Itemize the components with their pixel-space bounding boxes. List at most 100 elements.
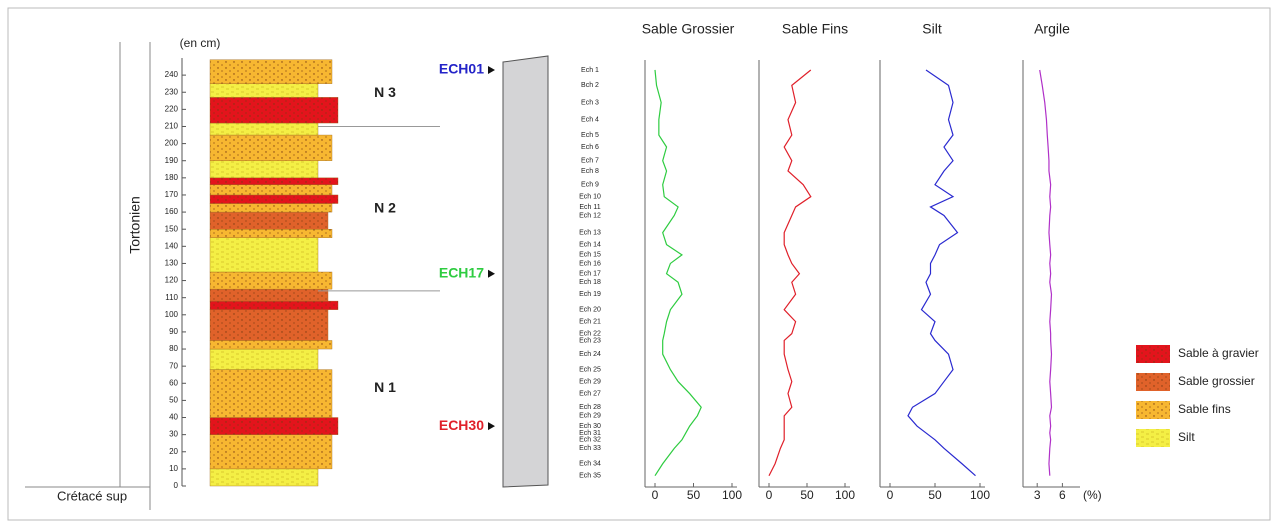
figure: Tortonien Crétacé sup (en cm) 0102030405…: [0, 0, 1278, 528]
x-tick-label: 50: [928, 488, 942, 502]
x-tick-label: 50: [800, 488, 814, 502]
layer-texture: [210, 60, 332, 84]
layer-texture: [210, 301, 338, 310]
layer-texture: [210, 161, 318, 178]
sample-label: Ech 33: [579, 445, 601, 452]
profile-title: Silt: [922, 21, 942, 37]
profile-title: Argile: [1034, 21, 1070, 37]
y-tick-label: 60: [169, 378, 178, 387]
layer-texture: [210, 84, 318, 98]
unit-label: N 1: [374, 379, 396, 395]
y-tick-label: 20: [169, 447, 178, 456]
stage-label: Tortonien: [127, 196, 143, 254]
sample-label: Ech 13: [579, 229, 601, 236]
y-tick-label: 90: [169, 327, 178, 336]
sample-label: Ech 17: [579, 271, 601, 278]
layer-texture: [210, 178, 338, 185]
y-tick-label: 80: [169, 344, 178, 353]
unit-label: (%): [1083, 488, 1102, 502]
layer-texture: [210, 418, 338, 435]
layer-texture: [210, 123, 318, 135]
legend-texture: [1136, 429, 1170, 447]
marker-label: ECH30: [439, 417, 484, 433]
layer-texture: [210, 229, 332, 238]
y-tick-label: 10: [169, 464, 178, 473]
y-tick-label: 210: [165, 122, 179, 131]
x-tick-label: 0: [887, 488, 894, 502]
layer-texture: [210, 135, 332, 161]
layer-texture: [210, 212, 328, 229]
sample-label: Ech 15: [579, 252, 601, 259]
sample-label: Ech 29: [579, 378, 601, 385]
y-tick-label: 50: [169, 396, 178, 405]
sample-label: Ech 21: [579, 318, 601, 325]
sample-label: Ech 35: [579, 473, 601, 480]
y-tick-label: 0: [174, 481, 179, 490]
y-tick-label: 110: [165, 293, 178, 302]
layer-texture: [210, 349, 318, 370]
layer-texture: [210, 289, 328, 301]
y-tick-label: 100: [165, 310, 179, 319]
core: [503, 56, 548, 487]
legend-texture: [1136, 345, 1170, 363]
layer-texture: [210, 97, 338, 123]
stage-label: Crétacé sup: [57, 488, 127, 503]
y-tick-label: 190: [165, 156, 179, 165]
sample-label: Ech 12: [579, 212, 601, 219]
legend-label: Silt: [1178, 430, 1195, 444]
sample-label: Ech 29: [579, 413, 601, 420]
sample-label: Ech 27: [579, 390, 601, 397]
y-tick-label: 200: [165, 139, 179, 148]
sample-label: Ech 14: [579, 241, 601, 248]
legend-texture: [1136, 401, 1170, 419]
legend-label: Sable fins: [1178, 402, 1231, 416]
sample-label: Ech 23: [579, 337, 601, 344]
axis-label: (en cm): [180, 36, 221, 50]
y-tick-label: 30: [169, 430, 178, 439]
profile-title: Sable Fins: [782, 21, 848, 37]
x-tick-label: 6: [1059, 488, 1066, 502]
layer-texture: [210, 340, 332, 349]
x-tick-label: 100: [722, 488, 742, 502]
legend-label: Sable grossier: [1178, 374, 1255, 388]
y-tick-label: 240: [165, 70, 179, 79]
x-tick-label: 100: [835, 488, 855, 502]
layer-texture: [210, 469, 318, 486]
y-tick-label: 120: [165, 276, 179, 285]
sample-label: Ech 10: [579, 194, 601, 201]
sample-label: Ech 4: [581, 116, 599, 123]
y-tick-label: 40: [169, 413, 178, 422]
frame: [8, 8, 1270, 520]
y-tick-label: 160: [165, 207, 179, 216]
profile-title: Sable Grossier: [642, 21, 735, 37]
x-tick-label: 0: [766, 488, 773, 502]
x-tick-label: 0: [652, 488, 659, 502]
layer-texture: [210, 204, 332, 213]
y-tick-label: 70: [169, 361, 178, 370]
layer-texture: [210, 195, 338, 204]
layer-texture: [210, 435, 332, 469]
marker-label: ECH01: [439, 61, 484, 77]
x-tick-label: 3: [1034, 488, 1041, 502]
layer-texture: [210, 238, 318, 272]
y-tick-label: 140: [165, 241, 179, 250]
legend-label: Sable à gravier: [1178, 346, 1259, 360]
legend-texture: [1136, 373, 1170, 391]
x-tick-label: 100: [970, 488, 990, 502]
sample-label: Ech 28: [579, 404, 601, 411]
y-tick-label: 170: [165, 190, 179, 199]
unit-label: N 3: [374, 84, 396, 100]
sample-label: Bch 2: [581, 82, 599, 89]
x-tick-label: 50: [687, 488, 701, 502]
sample-label: Ech 6: [581, 144, 599, 151]
sample-label: Ech 3: [581, 99, 599, 106]
y-tick-label: 230: [165, 87, 179, 96]
sample-label: Ech 1: [581, 67, 599, 74]
sample-label: Ech 18: [579, 279, 601, 286]
sample-label: Ech 24: [579, 351, 601, 358]
y-tick-label: 220: [165, 104, 179, 113]
sample-label: Ech 9: [581, 182, 599, 189]
sample-label: Ech 16: [579, 260, 601, 267]
sample-label: Ech 8: [581, 168, 599, 175]
layer-texture: [210, 185, 332, 195]
